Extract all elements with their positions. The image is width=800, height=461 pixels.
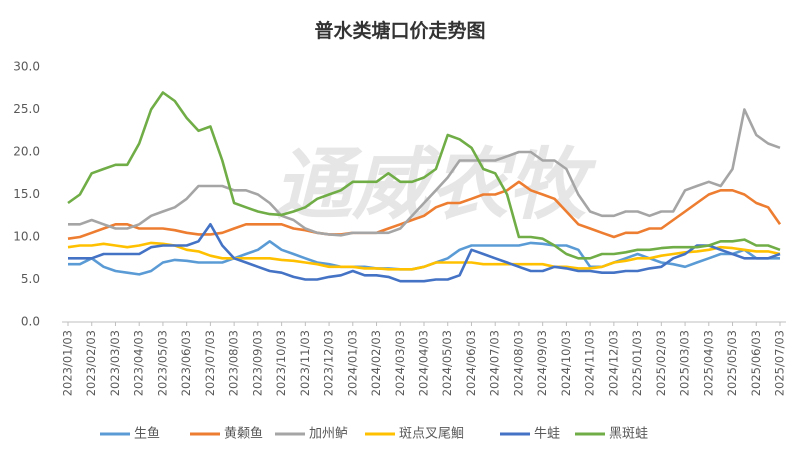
- x-tick-label: 2024/05/03: [440, 330, 454, 396]
- legend-label: 生鱼: [134, 426, 160, 442]
- series-line: [67, 241, 781, 271]
- x-tick-label: 2024/11/03: [583, 330, 597, 396]
- y-tick-label: 0.0: [21, 315, 40, 329]
- x-tick-label: 2024/07/03: [488, 330, 502, 396]
- x-tick-label: 2024/09/03: [535, 330, 549, 396]
- series-line: [67, 91, 781, 260]
- x-tick-label: 2025/05/03: [725, 330, 739, 396]
- x-tick-label: 2024/08/03: [511, 330, 525, 396]
- x-tick-label: 2023/05/03: [155, 330, 169, 396]
- x-tick-label: 2025/04/03: [701, 330, 715, 396]
- watermark: 通威农牧: [274, 140, 597, 230]
- x-tick-label: 2023/12/03: [322, 330, 336, 396]
- x-tick-label: 2023/01/03: [61, 330, 75, 396]
- series-line: [67, 180, 782, 240]
- x-tick-label: 2025/02/03: [654, 330, 668, 396]
- x-tick-label: 2023/07/03: [203, 330, 217, 396]
- legend-label: 斑点叉尾鮰: [399, 427, 464, 442]
- x-tick-label: 2025/07/03: [773, 330, 787, 396]
- x-tick-label: 2024/04/03: [417, 330, 431, 396]
- x-tick-label: 2025/01/03: [630, 330, 644, 396]
- x-tick-label: 2023/03/03: [108, 330, 122, 396]
- y-tick-label: 10.0: [13, 230, 40, 244]
- y-tick-label: 20.0: [13, 145, 40, 159]
- x-tick-label: 2024/02/03: [369, 330, 383, 396]
- chart-title: 普水类塘口价走势图: [314, 19, 485, 42]
- x-tick-label: 2024/03/03: [393, 330, 407, 396]
- series-line: [68, 108, 781, 237]
- y-tick-label: 25.0: [13, 102, 40, 116]
- legend-label: 加州鲈: [309, 427, 348, 442]
- series-line: [68, 223, 781, 283]
- x-tick-label: 2023/06/03: [179, 330, 193, 396]
- x-tick-label: 2025/03/03: [678, 330, 692, 396]
- y-tick-label: 30.0: [13, 60, 40, 74]
- legend-label: 黑斑蛙: [609, 427, 648, 442]
- legend-label: 牛蛙: [534, 427, 560, 442]
- x-tick-label: 2023/08/03: [227, 330, 241, 396]
- x-tick-label: 2023/09/03: [250, 330, 264, 396]
- x-tick-label: 2023/11/03: [298, 330, 312, 396]
- x-tick-label: 2024/12/03: [606, 330, 620, 396]
- x-tick-label: 2023/02/03: [84, 330, 98, 396]
- x-tick-label: 2025/06/03: [749, 330, 763, 396]
- x-tick-label: 2024/10/03: [559, 330, 573, 396]
- x-tick-label: 2023/10/03: [274, 330, 288, 396]
- x-tick-label: 2024/01/03: [345, 330, 359, 396]
- y-tick-label: 15.0: [13, 187, 40, 201]
- x-tick-label: 2024/06/03: [464, 330, 478, 396]
- x-tick-label: 2023/04/03: [132, 330, 146, 396]
- legend-label: 黄颡鱼: [224, 426, 263, 442]
- y-tick-label: 5.0: [21, 272, 40, 286]
